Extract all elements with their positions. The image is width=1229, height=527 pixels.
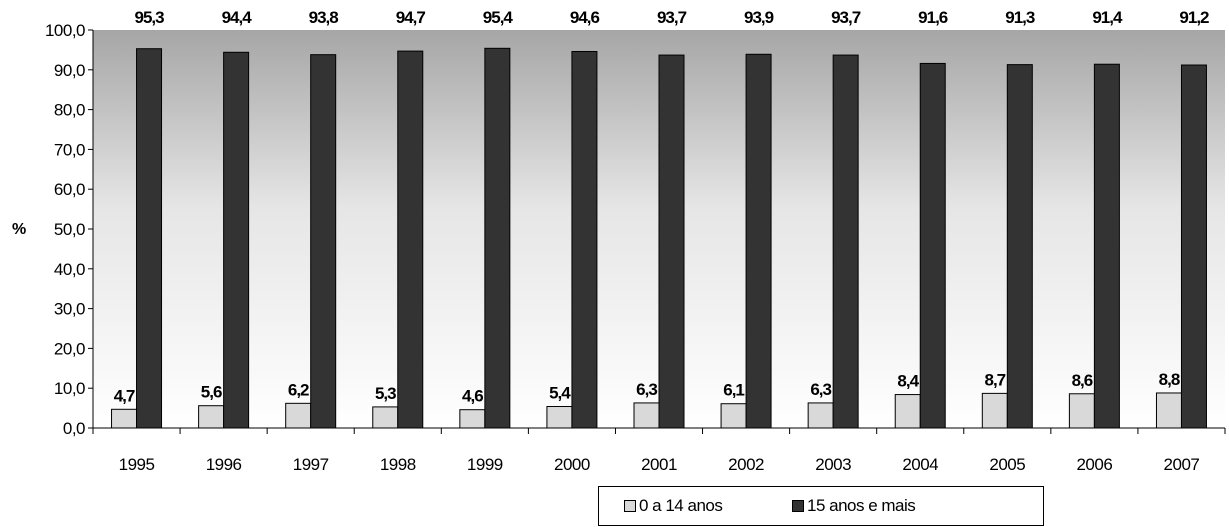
legend-item-0-14: 0 a 14 anos bbox=[624, 496, 723, 516]
legend-label: 15 anos e mais bbox=[807, 496, 916, 515]
data-label: 5,4 bbox=[549, 384, 571, 403]
bar-0-14-anos bbox=[459, 409, 486, 429]
bar-15-anos-e-mais bbox=[397, 50, 424, 429]
data-label: 94,7 bbox=[396, 8, 426, 27]
y-tick-label: 60,0 bbox=[54, 180, 85, 199]
data-label: 95,4 bbox=[483, 8, 514, 27]
bar-15-anos-e-mais bbox=[136, 48, 163, 429]
data-label: 93,7 bbox=[657, 8, 687, 27]
bar-15-anos-e-mais bbox=[745, 53, 772, 429]
data-label: 6,3 bbox=[810, 380, 831, 399]
data-label: 94,6 bbox=[570, 8, 600, 27]
y-tick-label: 30,0 bbox=[54, 300, 85, 319]
x-tick-label: 1998 bbox=[380, 455, 416, 474]
data-label: 95,3 bbox=[134, 8, 164, 27]
data-label: 8,4 bbox=[897, 372, 919, 391]
y-tick-label: 0,0 bbox=[63, 419, 85, 438]
bar-0-14-anos bbox=[285, 402, 312, 429]
y-tick-label: 100,0 bbox=[45, 21, 85, 40]
x-tick-label: 1995 bbox=[119, 455, 155, 474]
y-tick-label: 50,0 bbox=[54, 220, 85, 239]
x-tick-label: 2006 bbox=[1076, 455, 1112, 474]
bar-15-anos-e-mais bbox=[658, 54, 685, 429]
bar-0-14-anos bbox=[633, 402, 660, 429]
bar-15-anos-e-mais bbox=[571, 50, 598, 429]
data-label: 6,3 bbox=[636, 380, 657, 399]
data-label: 4,7 bbox=[114, 386, 135, 405]
x-tick-label: 2004 bbox=[902, 455, 938, 474]
legend-label: 0 a 14 anos bbox=[639, 496, 723, 515]
data-label: 8,8 bbox=[1159, 370, 1180, 389]
bar-15-anos-e-mais bbox=[1093, 63, 1120, 429]
bar-15-anos-e-mais bbox=[223, 51, 250, 429]
legend: 0 a 14 anos 15 anos e mais bbox=[598, 486, 1044, 526]
bars-layer bbox=[111, 47, 1207, 429]
data-label: 8,6 bbox=[1072, 371, 1093, 390]
bar-0-14-anos bbox=[198, 405, 225, 429]
x-tick-label: 2003 bbox=[815, 455, 851, 474]
data-label: 94,4 bbox=[222, 8, 253, 27]
data-label: 91,6 bbox=[918, 8, 948, 27]
data-label: 93,9 bbox=[744, 8, 774, 27]
data-label: 93,8 bbox=[309, 8, 339, 27]
x-tick-label: 1996 bbox=[206, 455, 242, 474]
bar-0-14-anos bbox=[111, 408, 138, 429]
legend-swatch-dark bbox=[792, 500, 804, 512]
legend-item-15-mais: 15 anos e mais bbox=[792, 496, 916, 516]
bar-15-anos-e-mais bbox=[832, 54, 859, 429]
bar-15-anos-e-mais bbox=[1006, 64, 1033, 429]
x-tick-label: 2007 bbox=[1164, 455, 1200, 474]
bar-0-14-anos bbox=[1068, 393, 1095, 429]
data-label: 93,7 bbox=[831, 8, 861, 27]
y-tick-label: 20,0 bbox=[54, 339, 85, 358]
bar-15-anos-e-mais bbox=[484, 47, 511, 429]
data-label: 6,1 bbox=[723, 381, 744, 400]
bar-15-anos-e-mais bbox=[1180, 64, 1207, 429]
data-label: 91,4 bbox=[1092, 8, 1123, 27]
data-label: 91,2 bbox=[1179, 8, 1209, 27]
bar-chart: 4,7 95,3 1995 5,6 94,4 1996 6,2 93,8 1997 5,3 94,7… bbox=[12, 8, 1226, 474]
labels-layer: 4,7 95,3 1995 5,6 94,4 1996 6,2 93,8 1997 5,3 94,7… bbox=[45, 8, 1210, 474]
bar-0-14-anos bbox=[372, 406, 399, 429]
bar-0-14-anos bbox=[807, 402, 834, 429]
y-axis-title: % bbox=[12, 221, 26, 238]
x-tick-label: 2000 bbox=[554, 455, 590, 474]
bar-0-14-anos bbox=[720, 403, 747, 429]
axes-layer bbox=[88, 29, 1226, 434]
data-label: 5,6 bbox=[201, 383, 222, 402]
x-tick-label: 1997 bbox=[293, 455, 329, 474]
bar-15-anos-e-mais bbox=[919, 62, 946, 429]
bar-15-anos-e-mais bbox=[310, 54, 337, 429]
y-tick-label: 40,0 bbox=[54, 260, 85, 279]
y-tick-label: 90,0 bbox=[54, 61, 85, 80]
data-label: 5,3 bbox=[375, 384, 396, 403]
x-tick-label: 2001 bbox=[641, 455, 677, 474]
y-tick-label: 70,0 bbox=[54, 140, 85, 159]
x-tick-label: 1999 bbox=[467, 455, 503, 474]
x-tick-label: 2005 bbox=[989, 455, 1025, 474]
y-tick-label: 80,0 bbox=[54, 101, 85, 120]
x-tick-label: 2002 bbox=[728, 455, 764, 474]
y-tick-label: 10,0 bbox=[54, 379, 85, 398]
bar-0-14-anos bbox=[1155, 392, 1182, 429]
bar-0-14-anos bbox=[546, 406, 573, 429]
legend-swatch-light bbox=[624, 500, 636, 512]
data-label: 4,6 bbox=[462, 387, 483, 406]
bar-0-14-anos bbox=[894, 394, 921, 429]
data-label: 8,7 bbox=[984, 370, 1005, 389]
data-label: 6,2 bbox=[288, 380, 309, 399]
bar-0-14-anos bbox=[981, 392, 1008, 429]
data-label: 91,3 bbox=[1005, 8, 1035, 27]
